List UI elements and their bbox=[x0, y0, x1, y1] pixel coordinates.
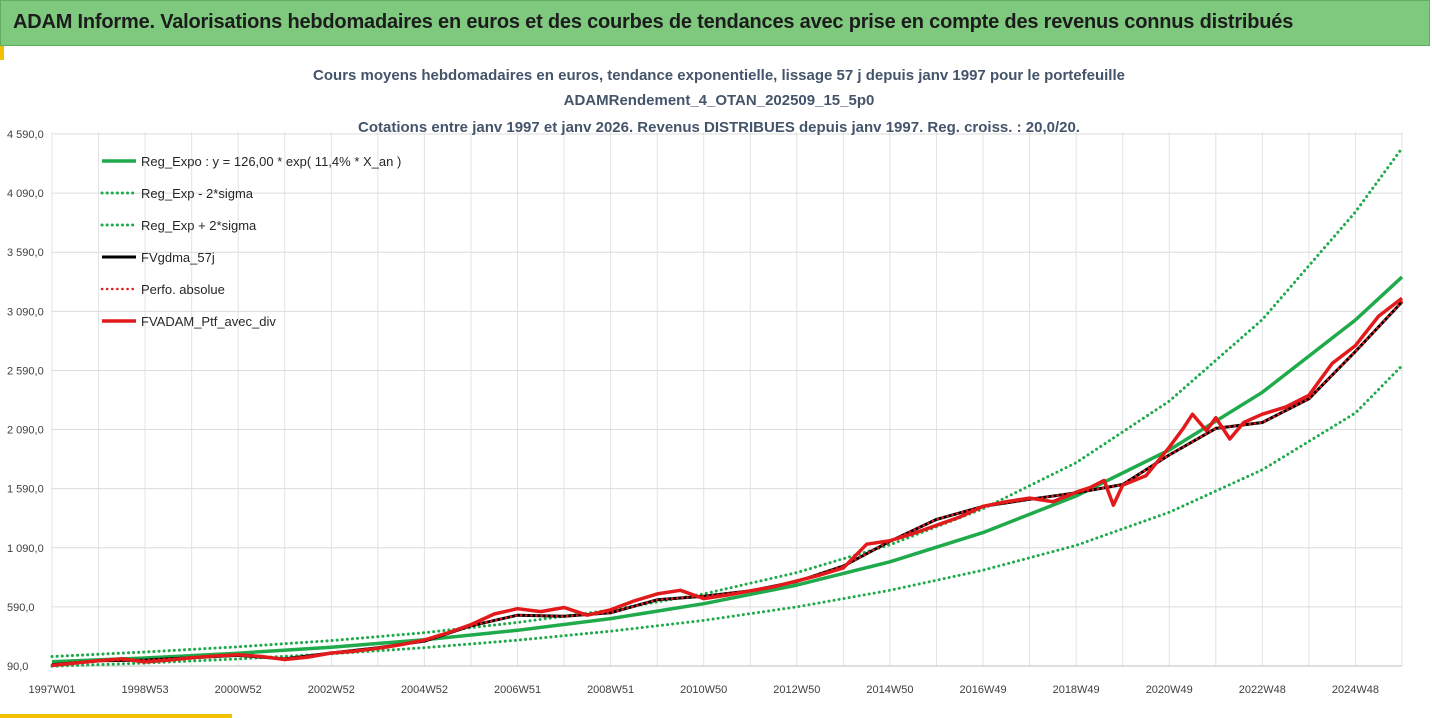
y-tick-label: 4 590,0 bbox=[7, 129, 44, 141]
series-line-4 bbox=[50, 300, 1404, 667]
y-tick-label: 2 090,0 bbox=[7, 425, 44, 437]
x-tick-label: 2016W49 bbox=[959, 684, 1006, 696]
x-tick-label: 2018W49 bbox=[1053, 684, 1100, 696]
x-tick-label: 2012W50 bbox=[773, 684, 820, 696]
legend-label: Reg_Exp - 2*sigma bbox=[141, 186, 254, 201]
chart-title-line-1: Cours moyens hebdomadaires en euros, ten… bbox=[313, 67, 1125, 84]
y-tick-label: 4 090,0 bbox=[7, 188, 44, 200]
series-line-3 bbox=[51, 300, 1404, 667]
legend: Reg_Expo : y = 126,00 * exp( 11,4% * X_a… bbox=[100, 154, 401, 329]
series-lines bbox=[50, 146, 1404, 668]
y-tick-label: 3 090,0 bbox=[7, 306, 44, 318]
legend-label: Reg_Expo : y = 126,00 * exp( 11,4% * X_a… bbox=[141, 154, 401, 169]
x-tick-label: 2006W51 bbox=[494, 684, 541, 696]
page-title: ADAM Informe. Valorisations hebdomadaire… bbox=[13, 11, 1294, 33]
header-bar: ADAM Informe. Valorisations hebdomadaire… bbox=[0, 0, 1430, 46]
series-line-2 bbox=[50, 146, 1404, 658]
y-tick-label: 3 590,0 bbox=[7, 247, 44, 259]
legend-label: FVgdma_57j bbox=[141, 250, 215, 265]
x-tick-label: 2000W52 bbox=[215, 684, 262, 696]
y-axis-tick-labels: 90,0 590,0 1 090,0 1 590,0 2 090,0 2 590,0 3 0… bbox=[7, 129, 44, 673]
x-tick-label: 2002W52 bbox=[308, 684, 355, 696]
x-tick-label: 1998W53 bbox=[122, 684, 169, 696]
x-tick-label: 2004W52 bbox=[401, 684, 448, 696]
y-tick-label: 1 590,0 bbox=[7, 484, 44, 496]
x-tick-label: 1997W01 bbox=[28, 684, 75, 696]
y-tick-label: 1 090,0 bbox=[7, 543, 44, 555]
x-tick-label: 2022W48 bbox=[1239, 684, 1286, 696]
vertical-gridlines bbox=[51, 132, 1403, 666]
chart-title-line-3: Cotations entre janv 1997 et janv 2026. … bbox=[358, 119, 1080, 136]
legend-label: Reg_Exp + 2*sigma bbox=[141, 218, 257, 233]
x-tick-label: 2010W50 bbox=[680, 684, 727, 696]
y-tick-label: 90,0 bbox=[7, 661, 28, 673]
x-tick-label: 2014W50 bbox=[866, 684, 913, 696]
series-line-1 bbox=[50, 364, 1404, 668]
x-tick-label: 2024W48 bbox=[1332, 684, 1379, 696]
horizontal-gridlines bbox=[52, 133, 1402, 667]
y-tick-label: 590,0 bbox=[7, 602, 35, 614]
y-tick-label: 2 590,0 bbox=[7, 365, 44, 377]
series-line-5 bbox=[51, 296, 1404, 668]
legend-label: FVADAM_Ptf_avec_div bbox=[141, 314, 276, 329]
x-tick-label: 2008W51 bbox=[587, 684, 634, 696]
accent-bar-bottom bbox=[0, 714, 232, 718]
x-axis-tick-labels: 1997W01 1998W53 2000W52 2002W52 2004W52 2006W… bbox=[28, 684, 1379, 696]
legend-label: Perfo. absolue bbox=[141, 282, 225, 297]
accent-bar-left bbox=[0, 46, 4, 60]
chart-title-line-2: ADAMRendement_4_OTAN_202509_15_5p0 bbox=[564, 92, 875, 109]
series-line-0 bbox=[51, 275, 1404, 664]
x-tick-label: 2020W49 bbox=[1146, 684, 1193, 696]
chart: Cours moyens hebdomadaires en euros, ten… bbox=[7, 67, 1404, 696]
